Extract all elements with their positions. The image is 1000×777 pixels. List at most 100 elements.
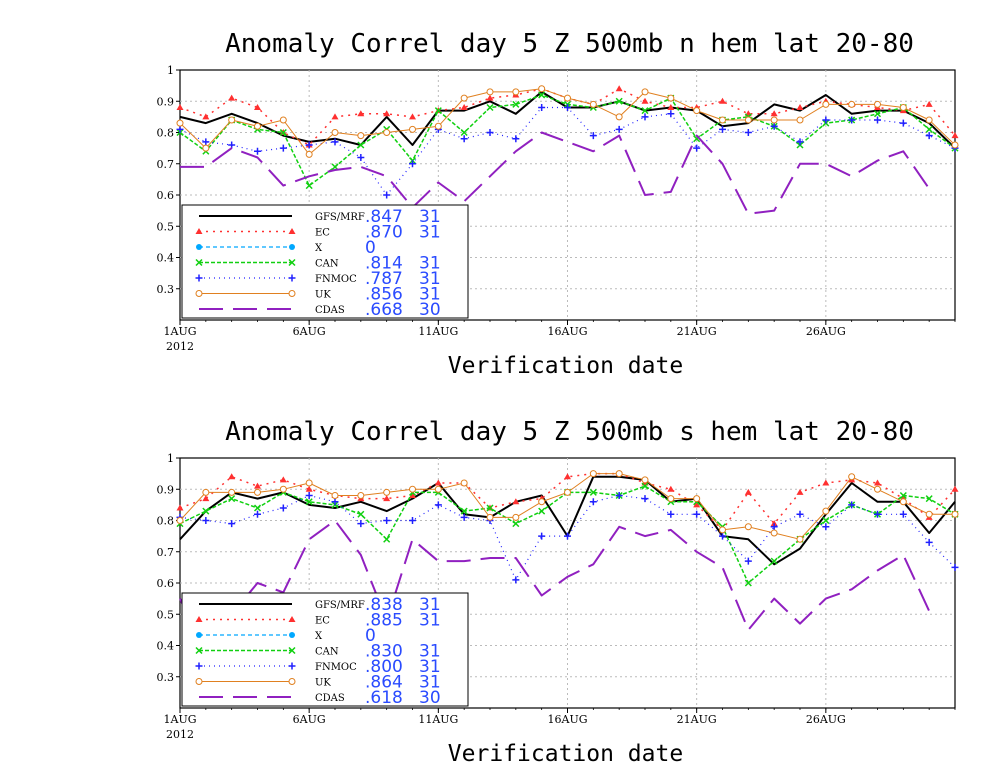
data-point-uk	[770, 529, 778, 537]
chart-title: Anomaly Correl day 5 Z 500mb s hem lat 2…	[225, 417, 914, 447]
data-point-fnmoc	[899, 510, 907, 518]
data-point-can	[383, 535, 391, 543]
data-point-uk	[279, 116, 287, 124]
legend-marker-uk	[288, 678, 296, 685]
data-point-fnmoc	[641, 495, 649, 503]
data-point-uk	[486, 513, 494, 521]
data-point-fnmoc	[667, 110, 675, 118]
legend-count-ec: 31	[419, 223, 441, 243]
data-point-fnmoc	[848, 501, 856, 509]
data-point-fnmoc	[202, 138, 210, 146]
data-point-can	[486, 103, 494, 112]
data-point-ec	[822, 479, 830, 486]
data-point-ec	[925, 100, 933, 107]
legend-stat-gfs-mrf: .847	[365, 207, 403, 227]
data-point-fnmoc	[822, 523, 830, 531]
legend-stat-fnmoc: .800	[365, 657, 403, 677]
legend-count-gfs-mrf: 31	[419, 207, 441, 227]
data-point-fnmoc	[434, 501, 442, 509]
data-point-can	[460, 507, 468, 515]
data-point-fnmoc	[744, 557, 752, 565]
data-point-ec	[744, 488, 752, 495]
x-tick-label: 16AUG	[548, 713, 588, 726]
legend-label-cdas: CDAS	[315, 693, 345, 704]
data-point-fnmoc	[796, 138, 804, 146]
x-tick-label: 11AUG	[418, 713, 458, 726]
data-point-uk	[564, 488, 571, 496]
y-tick-label: 0.6	[157, 189, 175, 202]
data-point-uk	[822, 100, 830, 108]
legend-marker-can	[195, 258, 203, 267]
data-point-ec	[279, 476, 287, 483]
legend-marker-can	[288, 646, 296, 655]
legend-stat-cdas: .618	[365, 688, 403, 708]
x-tick-label: 21AUG	[677, 713, 717, 726]
data-point-uk	[409, 485, 416, 493]
x-tick-label: 1AUG	[164, 713, 197, 726]
y-tick-label: 0.5	[157, 220, 175, 233]
data-point-fnmoc	[383, 517, 391, 524]
series-uk	[176, 85, 959, 158]
data-point-uk	[693, 495, 701, 503]
x-tick-label: 21AUG	[677, 325, 717, 338]
data-point-fnmoc	[486, 129, 494, 136]
data-point-uk	[615, 113, 623, 121]
data-point-can	[486, 504, 494, 512]
data-point-uk	[899, 104, 907, 111]
legend-marker-x	[289, 632, 295, 638]
data-point-ec	[176, 104, 184, 110]
legend-stat-uk: .856	[365, 285, 403, 305]
data-point-uk	[460, 479, 468, 487]
legend-label-fnmoc: FNMOC	[315, 662, 357, 673]
data-point-uk	[486, 88, 494, 96]
data-point-ec	[434, 479, 442, 486]
data-point-ec	[460, 104, 468, 110]
data-point-ec	[409, 113, 416, 120]
legend-stat-fnmoc: .787	[365, 269, 403, 289]
data-point-uk	[434, 122, 442, 130]
data-point-ec	[874, 479, 881, 486]
y-tick-label: 0.7	[157, 546, 175, 559]
data-point-uk	[796, 535, 804, 543]
data-point-fnmoc	[279, 144, 287, 152]
data-point-can	[512, 520, 520, 528]
series-line-cdas	[180, 131, 931, 215]
data-point-uk	[228, 116, 236, 124]
legend-label-can: CAN	[315, 259, 339, 270]
y-tick-label: 0.4	[157, 640, 175, 653]
data-point-ec	[202, 495, 210, 502]
legend-label-ec: EC	[315, 228, 330, 239]
legend-marker-x	[196, 244, 202, 250]
data-point-ec	[383, 110, 391, 117]
legend-label-cdas: CDAS	[315, 305, 345, 316]
y-tick-label: 0.9	[157, 95, 175, 108]
data-point-can	[641, 107, 649, 115]
legend-count-ec: 31	[419, 611, 441, 631]
data-point-fnmoc	[744, 129, 752, 136]
data-point-ec	[228, 473, 236, 480]
data-point-can	[615, 97, 623, 105]
data-point-ec	[641, 97, 649, 104]
data-point-fnmoc	[538, 532, 546, 540]
data-point-uk	[564, 94, 571, 102]
legend-count-cdas: 30	[419, 688, 441, 708]
data-point-ec	[305, 485, 313, 492]
data-point-fnmoc	[564, 532, 571, 540]
data-point-fnmoc	[874, 116, 881, 124]
data-point-uk	[899, 498, 907, 506]
data-point-ec	[693, 501, 701, 508]
data-point-uk	[874, 485, 881, 493]
data-point-uk	[796, 116, 804, 124]
legend-stat-ec: .870	[365, 223, 403, 243]
data-point-uk	[693, 107, 701, 115]
legend-box	[181, 592, 469, 707]
data-point-ec	[951, 485, 959, 492]
data-point-fnmoc	[874, 510, 881, 518]
data-point-ec	[486, 94, 494, 101]
data-point-fnmoc	[383, 191, 391, 199]
data-point-fnmoc	[305, 141, 313, 149]
legend-stat-x: 0	[365, 238, 376, 258]
y-tick-label: 0.4	[157, 252, 175, 265]
y-tick-label: 0.3	[157, 283, 175, 296]
